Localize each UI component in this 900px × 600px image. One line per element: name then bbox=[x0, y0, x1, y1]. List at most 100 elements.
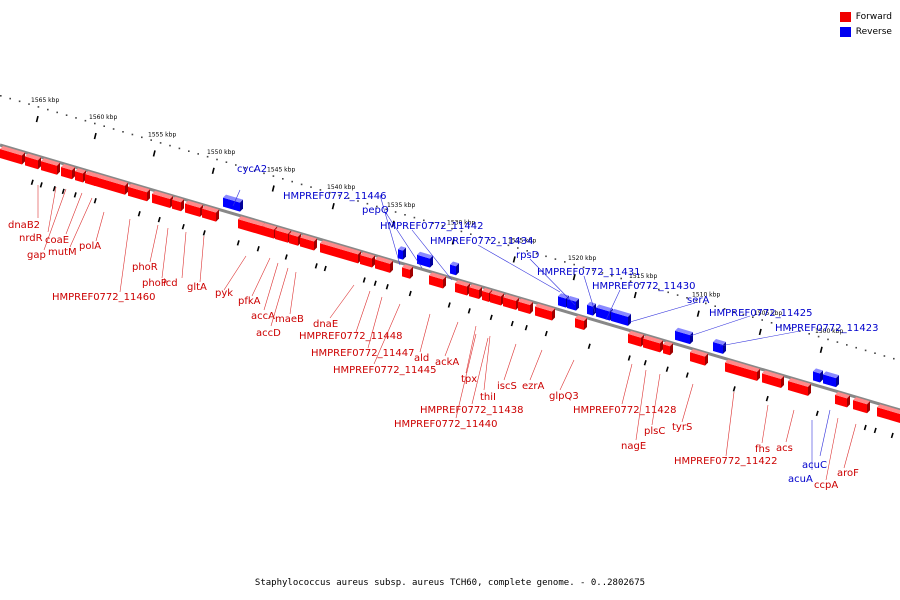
scale-dot bbox=[611, 274, 613, 277]
gene-marker bbox=[665, 366, 669, 372]
scale-dot bbox=[225, 161, 228, 163]
scale-dot bbox=[780, 324, 782, 327]
forward-gene-block bbox=[25, 153, 41, 170]
gene-marker bbox=[863, 424, 867, 431]
scale-dot bbox=[75, 117, 77, 119]
scale-dot bbox=[846, 344, 848, 346]
gene-marker bbox=[489, 314, 493, 321]
leader-line bbox=[621, 363, 633, 405]
leader-line bbox=[483, 335, 491, 391]
leader-line bbox=[651, 373, 661, 426]
forward-gene-label: HMPREF0772_11447 bbox=[311, 348, 414, 359]
scale-dot bbox=[564, 261, 566, 263]
leader-line bbox=[379, 194, 401, 266]
reverse-gene-label: HMPREF0772_11442 bbox=[380, 221, 483, 232]
scale-dot bbox=[263, 172, 265, 175]
leader-line bbox=[263, 262, 279, 311]
leader-line bbox=[529, 349, 543, 381]
reverse-gene-label: cycA2 bbox=[237, 164, 267, 175]
forward-gene-block bbox=[575, 315, 587, 330]
gene-marker bbox=[467, 308, 471, 314]
forward-gene-block bbox=[853, 397, 870, 414]
scale-dot bbox=[451, 227, 453, 230]
gene-labels: cycA2 HMPREF0772_11446 pepQ HMPREF0772_1144… bbox=[8, 164, 878, 491]
scale-dot bbox=[56, 111, 58, 114]
scale-tick-label: 1540 kbp bbox=[327, 184, 355, 191]
forward-gene-block bbox=[0, 146, 25, 165]
scale-dot bbox=[150, 139, 152, 141]
scale-tick-mark bbox=[152, 150, 156, 157]
legend-reverse: Reverse bbox=[839, 24, 892, 39]
forward-gene-block bbox=[289, 231, 301, 246]
reverse-gene-label: HMPREF0772_11434 bbox=[430, 236, 533, 247]
reverse-gene-block bbox=[675, 327, 693, 345]
reverse-gene-label: HMPREF0772_11431 bbox=[537, 267, 640, 278]
forward-gene-block bbox=[643, 335, 663, 353]
forward-gene-label: coaE bbox=[45, 235, 69, 246]
scale-tick-mark bbox=[819, 346, 823, 354]
forward-gene-block bbox=[202, 205, 219, 222]
leader-line bbox=[455, 333, 477, 419]
scale-tick-label: 1545 kbp bbox=[267, 167, 295, 174]
scale-tick-mark bbox=[331, 202, 335, 210]
reverse-gene-label: rpsD bbox=[516, 250, 540, 261]
scale-dot bbox=[686, 297, 688, 299]
scale-dot bbox=[347, 197, 350, 199]
gene-marker bbox=[284, 254, 288, 260]
leader-line bbox=[503, 343, 517, 381]
scale-tick-mark bbox=[35, 115, 39, 123]
scale-dot bbox=[394, 211, 397, 213]
scale-dot bbox=[253, 169, 256, 172]
scale-dot bbox=[47, 108, 49, 111]
forward-gene-block bbox=[469, 284, 482, 300]
scale-dot bbox=[639, 283, 641, 285]
leader-line bbox=[819, 409, 831, 457]
scale-tick-label: 1550 kbp bbox=[207, 149, 235, 156]
scale-dot bbox=[178, 147, 181, 150]
scale-dot bbox=[9, 97, 11, 100]
forward-gene-block bbox=[185, 200, 203, 217]
leader-line bbox=[419, 313, 431, 353]
scale-tick-mark bbox=[512, 256, 516, 263]
forward-gene-block bbox=[152, 190, 173, 209]
forward-gene-block bbox=[788, 378, 811, 396]
leader-line bbox=[367, 296, 383, 349]
scale-tick-mark bbox=[211, 167, 215, 175]
scale-tick-label: 1530 kbp bbox=[447, 220, 475, 227]
reverse-gene-label: serA bbox=[687, 295, 709, 306]
gene-marker bbox=[408, 290, 412, 297]
leader-line bbox=[95, 211, 105, 242]
gene-marker bbox=[314, 263, 318, 269]
scale-dot bbox=[695, 299, 698, 302]
reverse-gene-label: pepQ bbox=[362, 205, 389, 216]
forward-gene-block bbox=[762, 370, 784, 388]
leader-line bbox=[689, 315, 751, 337]
forward-gene-block bbox=[535, 303, 555, 321]
forward-gene-block bbox=[61, 163, 75, 180]
gene-marker bbox=[524, 324, 528, 331]
forward-swatch bbox=[839, 11, 851, 22]
gene-marker bbox=[202, 230, 206, 236]
leader-line bbox=[373, 303, 401, 365]
leader-line bbox=[289, 271, 297, 315]
scale-dot bbox=[84, 119, 87, 122]
scale-dot bbox=[122, 131, 124, 133]
scale-dot bbox=[836, 341, 839, 343]
reverse-gene-block bbox=[611, 308, 631, 326]
forward-gene-label: HMPREF0772_11438 bbox=[420, 405, 523, 416]
scale-dot bbox=[413, 216, 416, 219]
scale-dot bbox=[460, 230, 463, 233]
scale-dot bbox=[423, 219, 425, 222]
scale-dot bbox=[470, 233, 472, 235]
forward-gene-label: gap bbox=[27, 250, 46, 261]
scale-tick-mark bbox=[451, 238, 455, 245]
forward-gene-block bbox=[518, 298, 533, 315]
scale-dot bbox=[65, 114, 68, 116]
forward-gene-block bbox=[94, 173, 128, 195]
gene-marker bbox=[137, 210, 141, 217]
scale-dot bbox=[18, 100, 21, 103]
scale-dot bbox=[235, 164, 237, 166]
scale-dot bbox=[498, 241, 500, 244]
forward-gene-block bbox=[835, 391, 850, 408]
forward-gene-label: pfkA bbox=[238, 296, 261, 307]
